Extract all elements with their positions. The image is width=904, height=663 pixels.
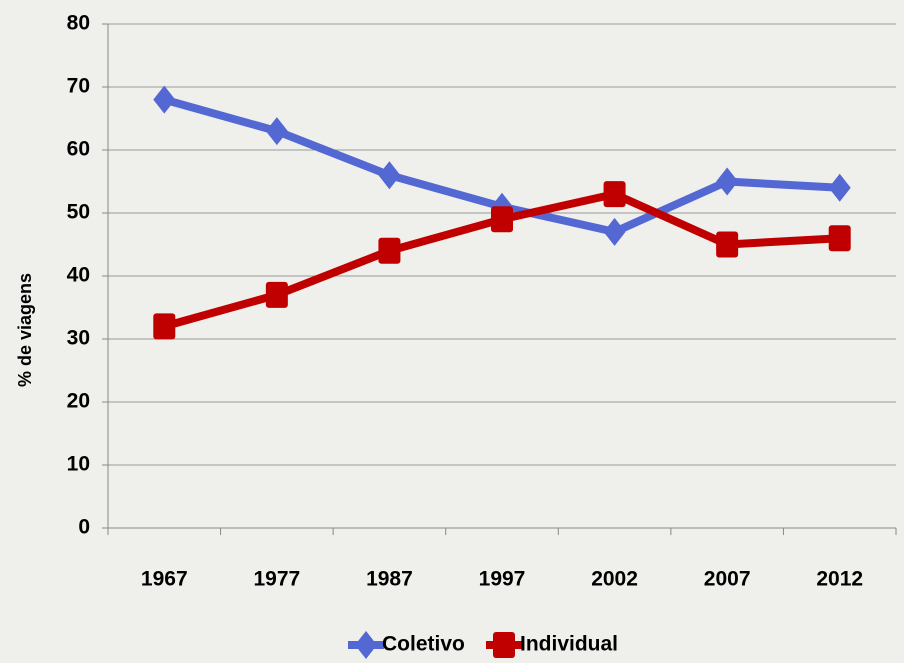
marker	[828, 173, 851, 202]
legend-label: Individual	[520, 633, 618, 656]
x-tick-label: 2007	[704, 568, 751, 591]
marker	[265, 117, 288, 146]
marker	[603, 217, 626, 246]
x-tick-label: 1977	[253, 568, 300, 591]
marker	[716, 167, 739, 196]
marker	[716, 231, 739, 258]
x-tick-label: 2012	[816, 568, 863, 591]
marker	[491, 206, 513, 233]
y-tick-label: 40	[67, 264, 90, 287]
marker	[378, 161, 401, 190]
marker	[493, 632, 515, 658]
marker	[265, 281, 288, 308]
x-tick-label: 1987	[366, 568, 413, 591]
y-tick-label: 60	[67, 138, 90, 161]
marker	[828, 225, 851, 252]
y-tick-label: 70	[67, 75, 90, 98]
x-tick-label: 1997	[479, 568, 526, 591]
y-tick-label: 80	[67, 12, 90, 35]
y-tick-label: 30	[67, 327, 90, 350]
y-tick-label: 10	[67, 453, 90, 476]
x-tick-label: 2002	[591, 568, 638, 591]
marker	[378, 237, 401, 264]
marker	[153, 313, 176, 340]
marker	[603, 181, 626, 208]
y-axis-label: % de viagens	[15, 273, 35, 387]
legend-label: Coletivo	[382, 633, 465, 656]
y-tick-label: 0	[78, 516, 90, 539]
marker	[355, 631, 377, 659]
x-tick-label: 1967	[141, 568, 188, 591]
marker	[153, 85, 176, 114]
y-tick-label: 20	[67, 390, 90, 413]
y-tick-label: 50	[67, 201, 90, 224]
